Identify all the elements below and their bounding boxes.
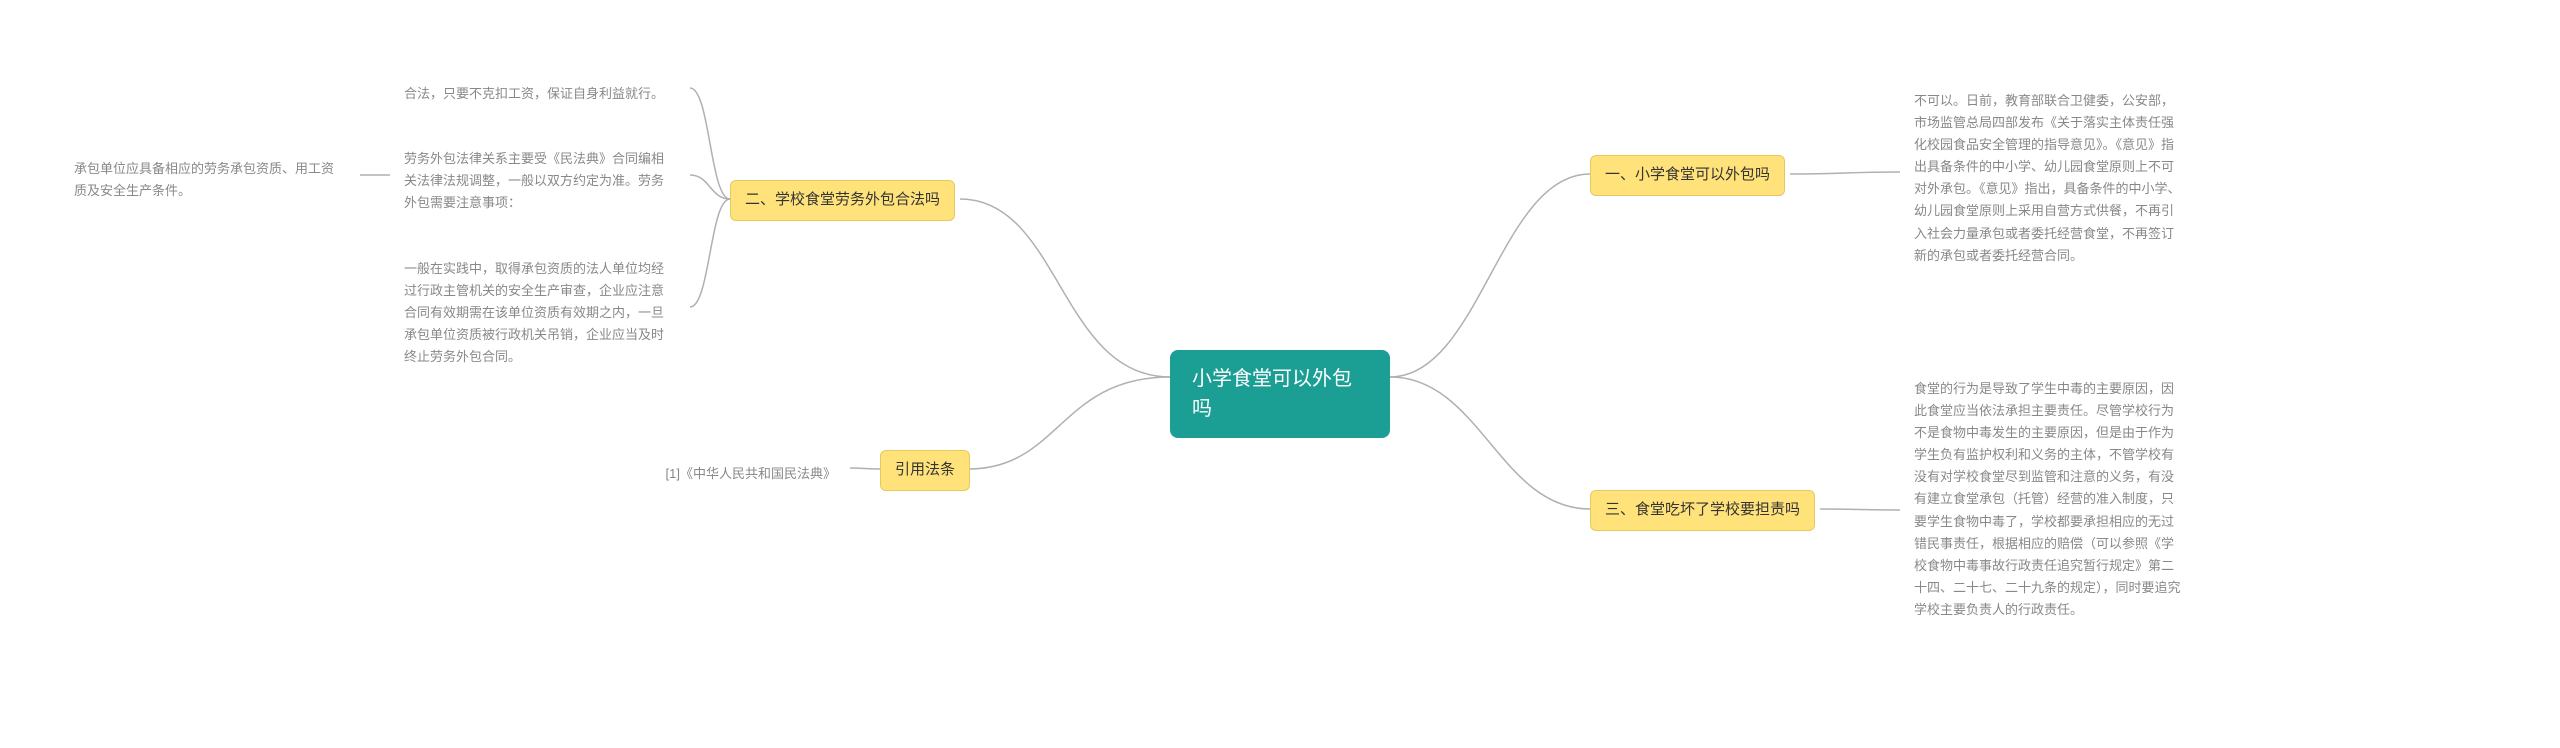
leaf-text: 合法，只要不克扣工资，保证自身利益就行。 <box>404 86 664 101</box>
leaf-node-sub: 承包单位应具备相应的劳务承包资质、用工资质及安全生产条件。 <box>60 150 360 210</box>
leaf-text: 承包单位应具备相应的劳务承包资质、用工资质及安全生产条件。 <box>74 161 334 198</box>
branch-node-3[interactable]: 三、食堂吃坏了学校要担责吗 <box>1590 490 1815 531</box>
leaf-text: 一般在实践中，取得承包资质的法人单位均经过行政主管机关的安全生产审查，企业应注意… <box>404 261 664 364</box>
leaf-text: 不可以。日前，教育部联合卫健委，公安部，市场监管总局四部发布《关于落实主体责任强… <box>1914 93 2181 263</box>
leaf-node: 不可以。日前，教育部联合卫健委，公安部，市场监管总局四部发布《关于落实主体责任强… <box>1900 82 2200 275</box>
branch-node-2[interactable]: 二、学校食堂劳务外包合法吗 <box>730 180 955 221</box>
leaf-node: 合法，只要不克扣工资，保证自身利益就行。 <box>390 75 690 113</box>
root-label: 小学食堂可以外包吗 <box>1192 368 1352 420</box>
leaf-node: 劳务外包法律关系主要受《民法典》合同编相关法律法规调整，一般以双方约定为准。劳务… <box>390 140 690 222</box>
branch-node-4[interactable]: 引用法条 <box>880 450 970 491</box>
branch-label: 一、小学食堂可以外包吗 <box>1605 166 1770 183</box>
branch-node-1[interactable]: 一、小学食堂可以外包吗 <box>1590 155 1785 196</box>
branch-label: 引用法条 <box>895 461 955 478</box>
branch-label: 三、食堂吃坏了学校要担责吗 <box>1605 501 1800 518</box>
branch-label: 二、学校食堂劳务外包合法吗 <box>745 191 940 208</box>
leaf-text: 劳务外包法律关系主要受《民法典》合同编相关法律法规调整，一般以双方约定为准。劳务… <box>404 151 664 210</box>
leaf-node: [1]《中华人民共和国民法典》 <box>640 455 850 493</box>
mindmap-root[interactable]: 小学食堂可以外包吗 <box>1170 350 1390 438</box>
leaf-text: [1]《中华人民共和国民法典》 <box>666 466 836 481</box>
leaf-node: 一般在实践中，取得承包资质的法人单位均经过行政主管机关的安全生产审查，企业应注意… <box>390 250 690 376</box>
leaf-text: 食堂的行为是导致了学生中毒的主要原因，因此食堂应当依法承担主要责任。尽管学校行为… <box>1914 381 2181 617</box>
leaf-node: 食堂的行为是导致了学生中毒的主要原因，因此食堂应当依法承担主要责任。尽管学校行为… <box>1900 370 2200 629</box>
